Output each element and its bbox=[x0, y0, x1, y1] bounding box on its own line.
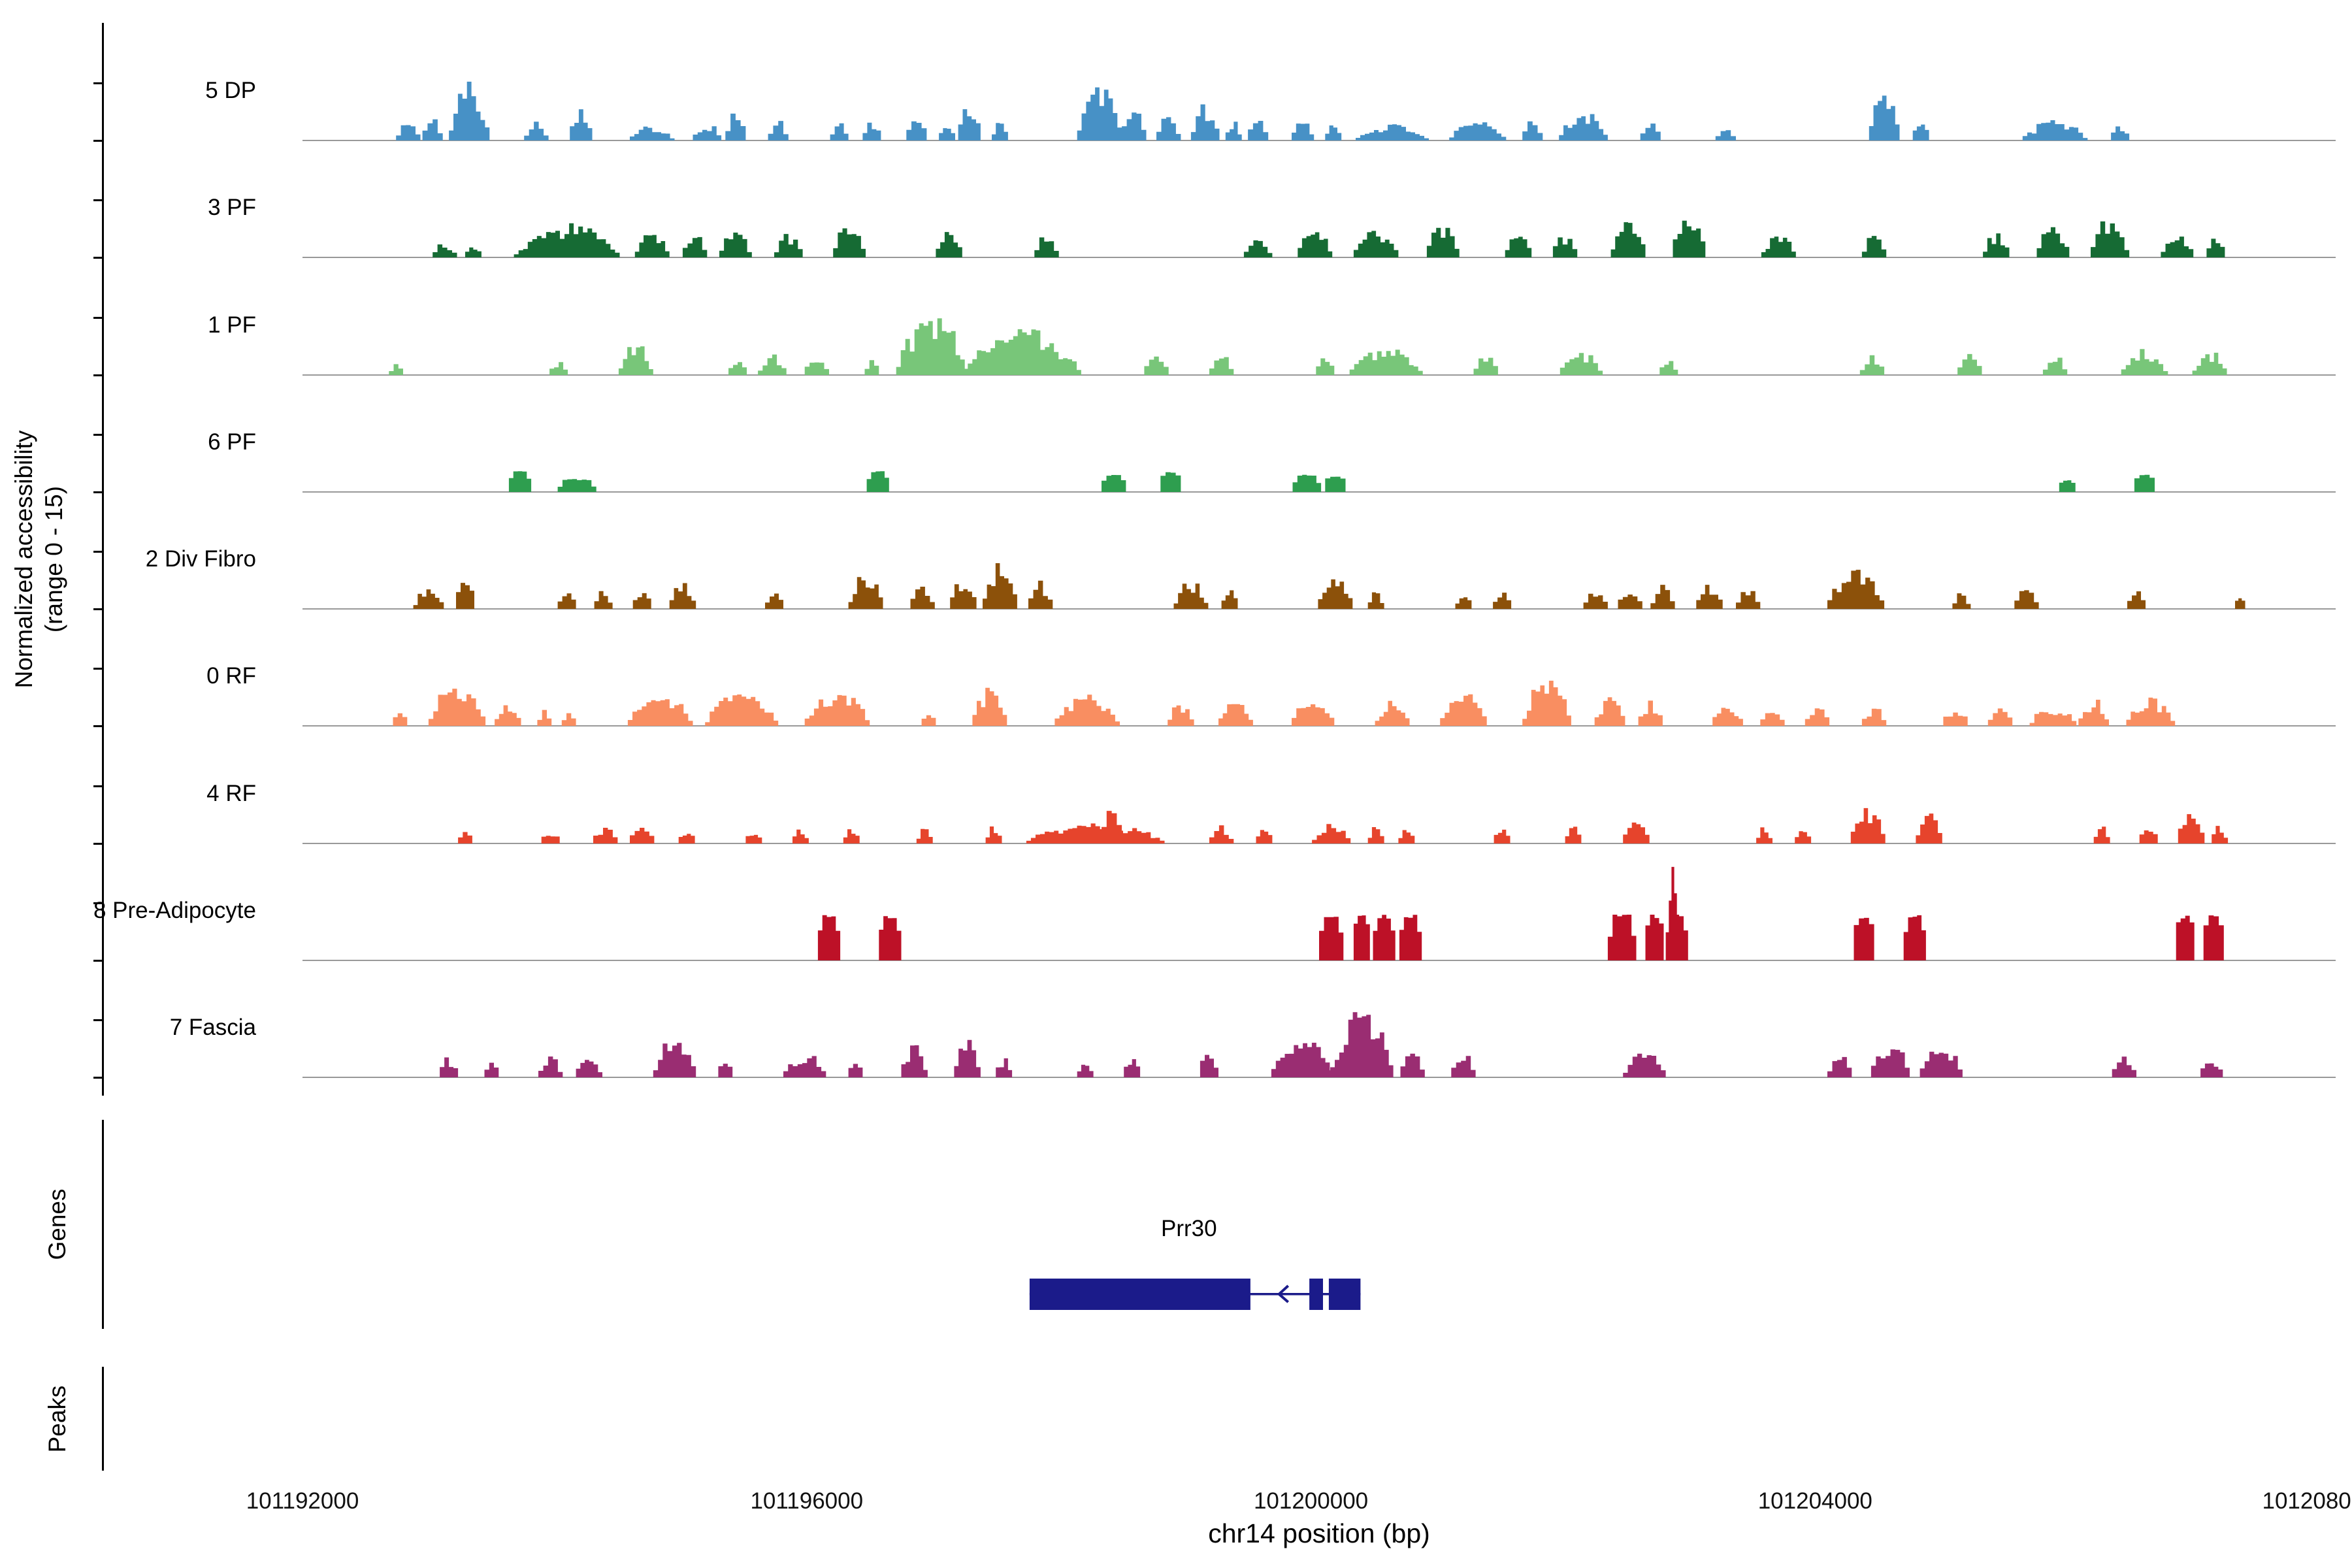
y-axis-tick bbox=[93, 199, 103, 202]
genes-section-bracket bbox=[102, 1120, 104, 1329]
gene-exon bbox=[1328, 1279, 1361, 1310]
y-axis-tick bbox=[93, 725, 103, 728]
gene-exon bbox=[1309, 1279, 1323, 1310]
x-tick-label: 101208000 bbox=[2262, 1488, 2352, 1514]
y-axis-tick bbox=[93, 785, 103, 787]
gene-model-prr30 bbox=[1029, 1279, 1361, 1310]
x-tick-label: 101200000 bbox=[1253, 1488, 1369, 1514]
track-signal-8-pre-adipocyte bbox=[817, 866, 2224, 960]
genes-section-label: Genes bbox=[44, 1188, 71, 1260]
y-axis-tick bbox=[93, 316, 103, 319]
track-label-1-pf: 1 PF bbox=[208, 312, 256, 338]
track-baseline bbox=[302, 491, 2336, 493]
track-signal-4-rf bbox=[458, 808, 2229, 843]
track-baseline bbox=[302, 374, 2336, 376]
y-axis-tick bbox=[93, 1019, 103, 1021]
track-baseline bbox=[302, 257, 2336, 259]
y-axis-tick bbox=[93, 959, 103, 962]
track-baseline bbox=[302, 608, 2336, 610]
x-tick-label: 101196000 bbox=[750, 1488, 864, 1514]
track-label-6-pf: 6 PF bbox=[208, 429, 256, 455]
track-baseline bbox=[302, 1077, 2336, 1078]
y-axis-tick bbox=[93, 140, 103, 142]
track-label-3-pf: 3 PF bbox=[208, 195, 256, 221]
y-axis-tick bbox=[93, 257, 103, 259]
track-3-pf bbox=[302, 220, 2336, 259]
track-signal-3-pf bbox=[433, 220, 2225, 258]
track-7-fascia bbox=[302, 1012, 2336, 1078]
track-signal-2-div-fibro bbox=[413, 563, 2246, 609]
track-1-pf bbox=[302, 318, 2336, 376]
gene-exon bbox=[1029, 1279, 1250, 1310]
x-tick-label: 101192000 bbox=[246, 1488, 359, 1514]
y-axis-tick bbox=[93, 608, 103, 610]
track-signal-1-pf bbox=[389, 318, 2227, 375]
track-label-5-dp: 5 DP bbox=[205, 78, 256, 103]
track-label-7-fascia: 7 Fascia bbox=[169, 1015, 256, 1040]
y-axis-tick bbox=[93, 433, 103, 436]
track-baseline bbox=[302, 959, 2336, 961]
gene-strand-arrow-icon bbox=[1277, 1284, 1290, 1303]
gene-intron-line bbox=[1029, 1293, 1361, 1296]
track-4-rf bbox=[302, 808, 2336, 844]
x-axis-title: chr14 position (bp) bbox=[1208, 1518, 1430, 1548]
track-signal-5-dp bbox=[396, 82, 2130, 140]
accessibility-axis-line bbox=[102, 23, 104, 1096]
peaks-section-label: Peaks bbox=[44, 1385, 71, 1453]
gene-name-label: Prr30 bbox=[1161, 1216, 1217, 1241]
track-label-8-pre-adipocyte: 8 Pre-Adipocyte bbox=[93, 897, 256, 923]
track-signal-0-rf bbox=[393, 681, 2176, 727]
track-8-pre-adipocyte bbox=[302, 866, 2336, 961]
x-tick-label: 101204000 bbox=[1757, 1488, 1872, 1514]
track-0-rf bbox=[302, 681, 2336, 727]
y-axis-tick bbox=[93, 902, 103, 904]
track-label-4-rf: 4 RF bbox=[206, 780, 256, 806]
track-label-0-rf: 0 RF bbox=[206, 663, 256, 689]
track-signal-7-fascia bbox=[440, 1012, 2223, 1077]
track-2-div-fibro bbox=[302, 563, 2336, 610]
y-axis-tick bbox=[93, 82, 103, 84]
y-axis-tick bbox=[93, 842, 103, 845]
track-baseline bbox=[302, 140, 2336, 141]
track-baseline bbox=[302, 725, 2336, 727]
y-axis-tick bbox=[93, 1077, 103, 1079]
track-6-pf bbox=[302, 471, 2336, 493]
y-axis-tick bbox=[93, 668, 103, 670]
y-axis-tick bbox=[93, 374, 103, 376]
track-baseline bbox=[302, 842, 2336, 844]
y-axis-tick bbox=[93, 491, 103, 493]
peaks-section-bracket bbox=[102, 1367, 104, 1471]
y-axis-tick bbox=[93, 551, 103, 553]
track-5-dp bbox=[302, 82, 2336, 141]
track-label-2-div-fibro: 2 Div Fibro bbox=[145, 546, 256, 572]
track-signal-6-pf bbox=[508, 471, 2155, 492]
